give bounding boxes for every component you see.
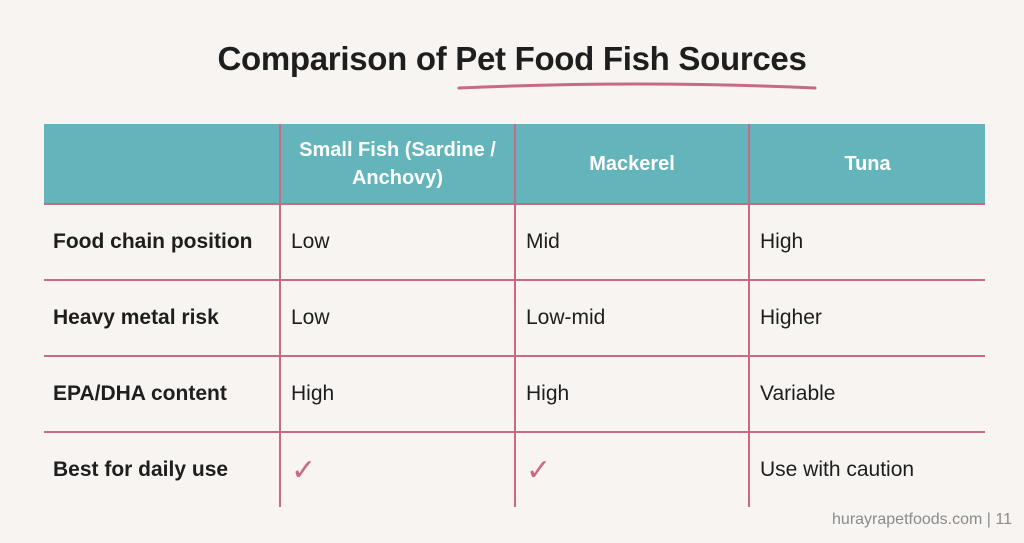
footer: hurayrapetfoods.com | 11 bbox=[832, 511, 1012, 528]
header-cell bbox=[44, 124, 280, 205]
title: Comparison of Pet Food Fish Sources bbox=[217, 40, 807, 77]
header-row: Small Fish (Sardine / Anchovy) Mackerel Tu… bbox=[44, 124, 985, 205]
row-label: Best for daily use bbox=[53, 458, 229, 481]
cell: High bbox=[514, 356, 749, 433]
cell: Use with caution bbox=[748, 432, 985, 507]
cell: Low bbox=[279, 204, 515, 281]
table-row: Best for daily use ✓ ✓ Use with caution bbox=[44, 432, 985, 507]
row-label: EPA/DHA content bbox=[44, 356, 280, 433]
cell: Low bbox=[279, 280, 515, 357]
row-label: Heavy metal risk bbox=[44, 280, 280, 357]
cell: Variable bbox=[748, 356, 985, 433]
header-cell: Mackerel bbox=[514, 124, 749, 205]
title-underline bbox=[457, 82, 817, 90]
cell: High bbox=[279, 356, 515, 433]
comparison-table: Small Fish (Sardine / Anchovy) Mackerel Tu… bbox=[44, 124, 985, 507]
cell: Low-mid bbox=[514, 280, 749, 357]
table-row: EPA/DHA content High High Variable bbox=[44, 356, 985, 433]
cell: ✓ bbox=[514, 432, 749, 507]
header-cell: Tuna bbox=[748, 124, 985, 205]
cell: High bbox=[748, 204, 985, 281]
row-label: Food chain position bbox=[44, 204, 280, 281]
header-cell: Small Fish (Sardine / Anchovy) bbox=[279, 124, 515, 205]
cell: Higher bbox=[748, 280, 985, 357]
table-row: Heavy metal risk Low Low-mid Higher bbox=[44, 280, 985, 357]
table-row: Food chain position Low Mid High bbox=[44, 204, 985, 281]
cell: ✓ bbox=[279, 432, 515, 507]
cell: Mid bbox=[514, 204, 749, 281]
